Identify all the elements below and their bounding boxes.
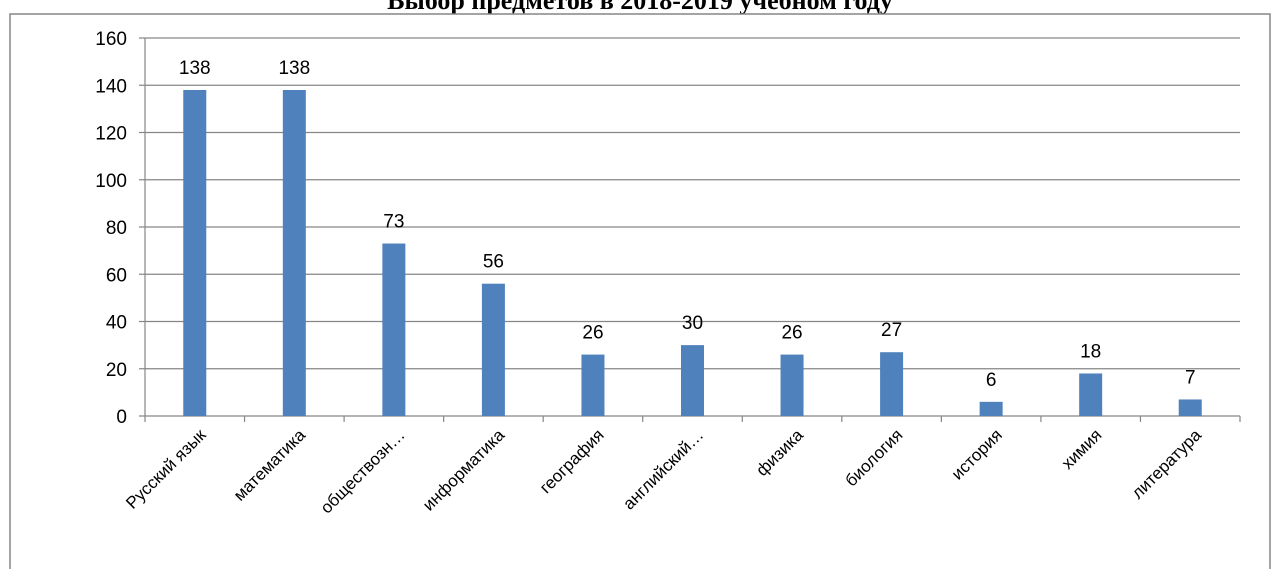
y-tick-label: 60 xyxy=(106,265,127,286)
data-label: 138 xyxy=(278,58,310,79)
bar xyxy=(183,89,207,416)
bar xyxy=(681,345,704,416)
bar xyxy=(780,354,804,416)
y-tick-label: 40 xyxy=(106,313,127,334)
category-label: Русский язык xyxy=(122,425,210,513)
category-label: история xyxy=(948,425,1006,483)
y-tick-label: 100 xyxy=(95,171,127,192)
y-tick-label: 120 xyxy=(95,124,127,145)
category-label: математика xyxy=(230,425,310,505)
y-tick-label: 140 xyxy=(95,76,127,97)
category-label: география xyxy=(536,425,608,497)
y-tick-label: 160 xyxy=(95,29,127,50)
data-label: 18 xyxy=(1080,341,1101,362)
category-label: информатика xyxy=(419,425,509,515)
bar xyxy=(382,243,406,416)
data-label: 7 xyxy=(1185,367,1196,388)
category-label: обществозн… xyxy=(317,425,409,517)
data-label: 26 xyxy=(582,323,603,344)
bar xyxy=(880,352,904,416)
bar xyxy=(581,354,605,416)
chart-title: Выбор предметов в 2018-2019 учебном году xyxy=(387,0,893,15)
y-tick-label: 80 xyxy=(106,218,127,239)
y-tick-label: 20 xyxy=(106,360,127,381)
bars xyxy=(183,89,1202,416)
data-label: 6 xyxy=(986,370,997,391)
data-labels: 138 138 73 56 26 30 26 27 6 18 7 xyxy=(179,58,1196,391)
data-label: 138 xyxy=(179,58,211,79)
category-labels: Русский язык математика обществозн… информа… xyxy=(122,425,1205,517)
y-tick-label: 0 xyxy=(116,407,127,428)
data-label: 56 xyxy=(483,252,504,273)
bar xyxy=(1178,399,1202,416)
chart-border xyxy=(9,13,1271,569)
bar xyxy=(979,401,1003,416)
data-label: 26 xyxy=(781,323,802,344)
data-label: 27 xyxy=(881,320,902,341)
category-label: физика xyxy=(752,425,807,480)
category-label: биология xyxy=(842,425,907,490)
data-label: 73 xyxy=(383,212,404,233)
bar xyxy=(481,283,505,416)
category-label: английский… xyxy=(619,425,707,513)
data-label: 30 xyxy=(682,313,703,334)
bar xyxy=(1079,373,1103,416)
category-label: литература xyxy=(1128,425,1206,503)
category-label: химия xyxy=(1058,425,1106,473)
bar xyxy=(282,89,306,416)
